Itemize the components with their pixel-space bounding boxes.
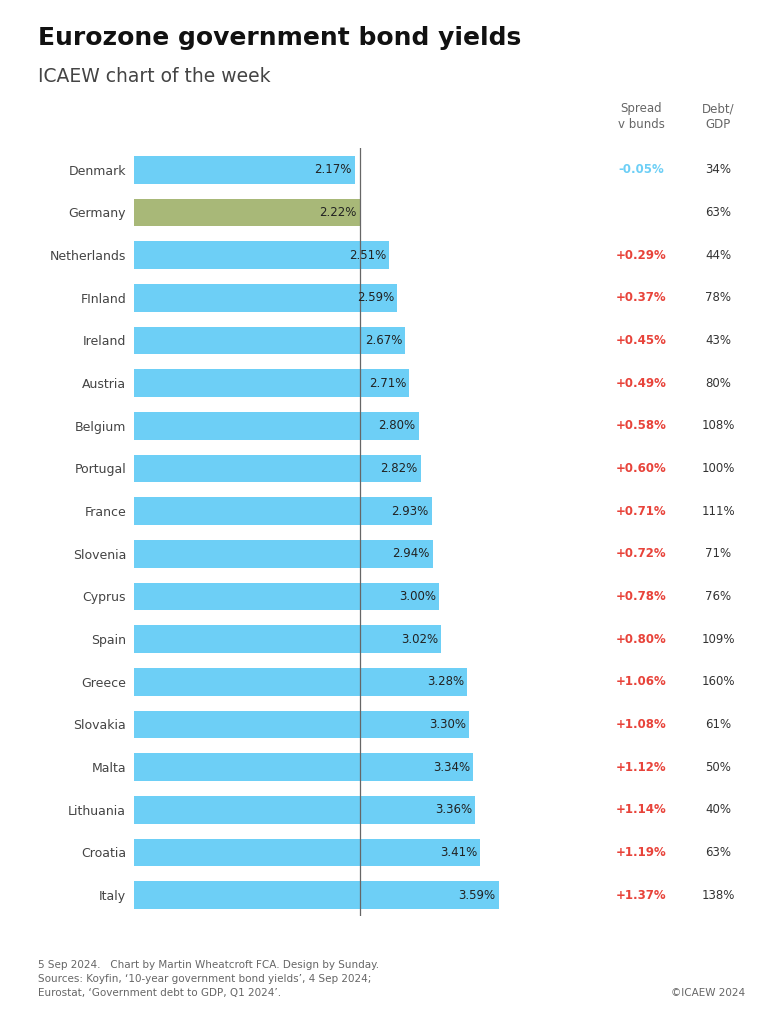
Text: +1.08%: +1.08% bbox=[616, 718, 667, 731]
Text: -0.05%: -0.05% bbox=[618, 163, 664, 176]
Text: 3.28%: 3.28% bbox=[427, 675, 464, 688]
Text: 3.41%: 3.41% bbox=[440, 846, 478, 859]
Text: 2.94%: 2.94% bbox=[392, 547, 430, 560]
Text: +0.49%: +0.49% bbox=[616, 377, 667, 390]
Text: +0.71%: +0.71% bbox=[616, 505, 667, 518]
Text: +0.58%: +0.58% bbox=[616, 419, 667, 432]
Bar bbox=[134, 242, 389, 269]
Bar bbox=[134, 796, 475, 823]
Text: 63%: 63% bbox=[705, 846, 731, 859]
Text: +1.14%: +1.14% bbox=[616, 803, 667, 816]
Bar bbox=[134, 839, 481, 866]
Text: Eurozone government bond yields: Eurozone government bond yields bbox=[38, 26, 521, 49]
Text: 3.02%: 3.02% bbox=[401, 633, 438, 646]
Text: 3.36%: 3.36% bbox=[435, 803, 472, 816]
Text: 43%: 43% bbox=[705, 334, 731, 347]
Text: 40%: 40% bbox=[705, 803, 731, 816]
Bar bbox=[134, 540, 432, 567]
Bar bbox=[134, 284, 397, 311]
Text: 109%: 109% bbox=[701, 633, 735, 646]
Text: +0.37%: +0.37% bbox=[616, 291, 667, 304]
Text: 2.80%: 2.80% bbox=[379, 419, 415, 432]
Text: +1.37%: +1.37% bbox=[616, 889, 667, 902]
Text: 108%: 108% bbox=[701, 419, 735, 432]
Text: +0.60%: +0.60% bbox=[616, 462, 667, 475]
Bar bbox=[134, 668, 467, 695]
Text: 2.59%: 2.59% bbox=[357, 291, 394, 304]
Text: +1.12%: +1.12% bbox=[616, 761, 667, 774]
Text: +1.06%: +1.06% bbox=[616, 675, 667, 688]
Text: 50%: 50% bbox=[705, 761, 731, 774]
Bar bbox=[134, 199, 359, 226]
Text: +0.29%: +0.29% bbox=[616, 249, 667, 262]
Bar bbox=[134, 583, 439, 610]
Text: 160%: 160% bbox=[701, 675, 735, 688]
Bar bbox=[134, 455, 421, 482]
Text: 34%: 34% bbox=[705, 163, 731, 176]
Text: 5 Sep 2024.   Chart by Martin Wheatcroft FCA. Design by Sunday.
Sources: Koyfin,: 5 Sep 2024. Chart by Martin Wheatcroft F… bbox=[38, 961, 379, 998]
Text: 3.00%: 3.00% bbox=[399, 590, 435, 603]
Text: 78%: 78% bbox=[705, 291, 731, 304]
Text: +0.72%: +0.72% bbox=[616, 547, 667, 560]
Text: ICAEW chart of the week: ICAEW chart of the week bbox=[38, 67, 271, 86]
Text: 111%: 111% bbox=[701, 505, 735, 518]
Text: +1.19%: +1.19% bbox=[616, 846, 667, 859]
Bar bbox=[134, 370, 409, 397]
Text: 2.22%: 2.22% bbox=[319, 206, 356, 219]
Text: 2.67%: 2.67% bbox=[365, 334, 402, 347]
Text: 3.34%: 3.34% bbox=[433, 761, 470, 774]
Bar bbox=[134, 412, 419, 439]
Text: Debt/
GDP: Debt/ GDP bbox=[702, 102, 734, 131]
Text: +0.78%: +0.78% bbox=[616, 590, 667, 603]
Bar bbox=[134, 882, 498, 909]
Text: 2.51%: 2.51% bbox=[349, 249, 386, 262]
Text: 2.82%: 2.82% bbox=[380, 462, 418, 475]
Text: +0.80%: +0.80% bbox=[616, 633, 667, 646]
Text: 2.93%: 2.93% bbox=[392, 505, 429, 518]
Bar bbox=[134, 711, 469, 738]
Text: 3.59%: 3.59% bbox=[458, 889, 495, 902]
Text: Spread
v bunds: Spread v bunds bbox=[617, 102, 665, 131]
Text: 44%: 44% bbox=[705, 249, 731, 262]
Text: 2.17%: 2.17% bbox=[314, 163, 352, 176]
Bar bbox=[134, 754, 473, 781]
Bar bbox=[134, 498, 432, 525]
Text: 63%: 63% bbox=[705, 206, 731, 219]
Bar bbox=[134, 626, 441, 653]
Bar bbox=[134, 156, 355, 183]
Text: +0.45%: +0.45% bbox=[616, 334, 667, 347]
Text: 61%: 61% bbox=[705, 718, 731, 731]
Text: ©ICAEW 2024: ©ICAEW 2024 bbox=[670, 988, 745, 998]
Bar bbox=[134, 327, 406, 354]
Text: 76%: 76% bbox=[705, 590, 731, 603]
Text: 138%: 138% bbox=[701, 889, 735, 902]
Text: 71%: 71% bbox=[705, 547, 731, 560]
Text: 3.30%: 3.30% bbox=[429, 718, 466, 731]
Text: 100%: 100% bbox=[701, 462, 735, 475]
Text: 80%: 80% bbox=[705, 377, 731, 390]
Text: 2.71%: 2.71% bbox=[369, 377, 406, 390]
